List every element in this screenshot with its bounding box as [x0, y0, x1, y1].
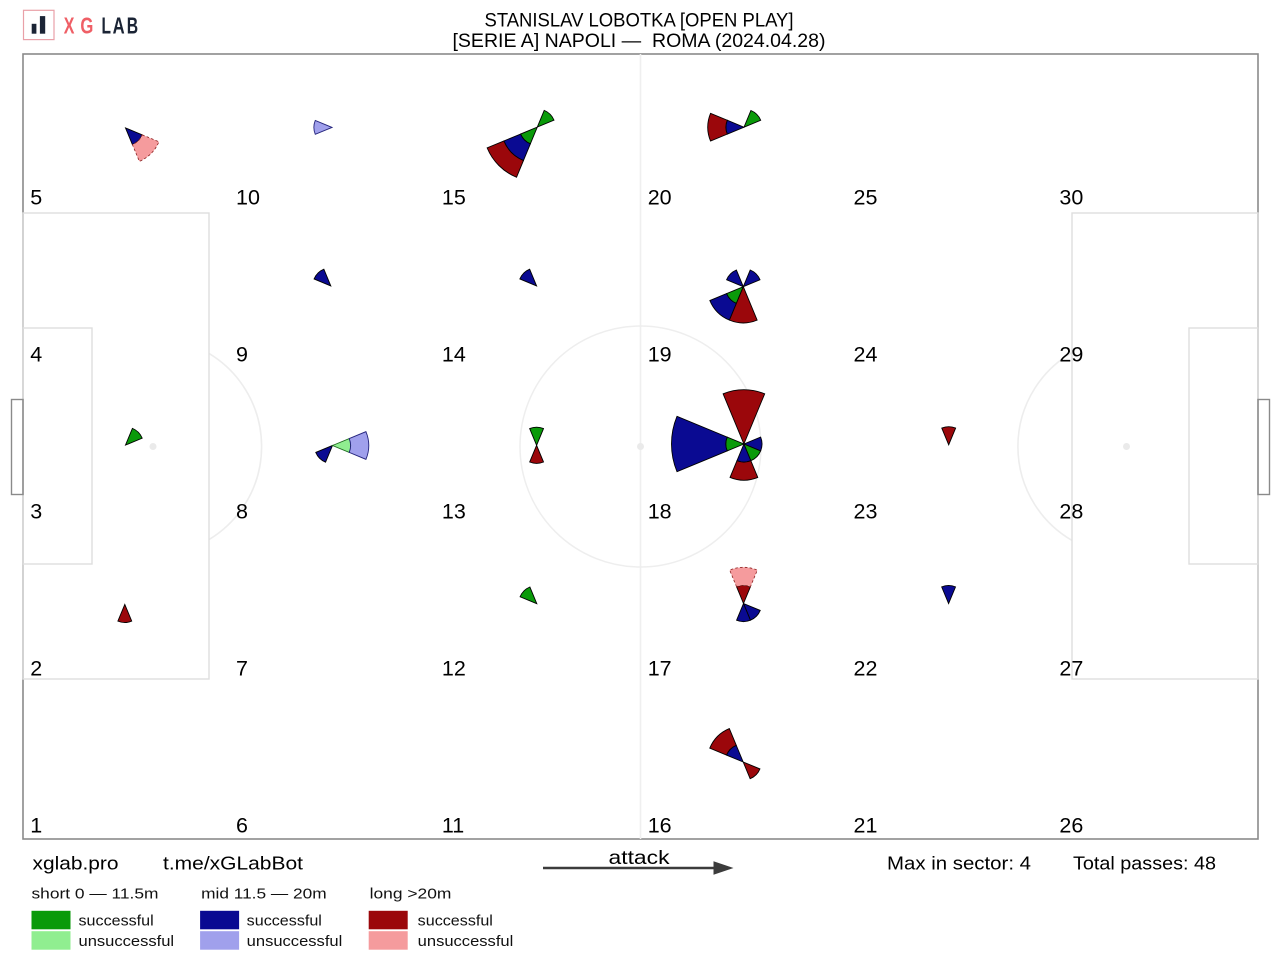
svg-text:3: 3 [30, 500, 42, 524]
svg-text:L: L [102, 14, 111, 40]
svg-text:attack: attack [609, 847, 670, 869]
svg-text:28: 28 [1059, 500, 1083, 524]
svg-text:[SERIE A] NAPOLI — ROMA (2024: [SERIE A] NAPOLI — ROMA (2024.04.28) [453, 31, 826, 52]
svg-text:26: 26 [1059, 814, 1083, 838]
svg-text:13: 13 [442, 500, 466, 524]
svg-text:Total passes: 48: Total passes: 48 [1073, 853, 1216, 874]
svg-text:29: 29 [1059, 343, 1083, 367]
svg-text:7: 7 [236, 657, 248, 681]
svg-text:10: 10 [236, 186, 260, 210]
svg-text:long >20m: long >20m [370, 886, 452, 903]
svg-text:successful: successful [418, 913, 493, 930]
svg-text:4: 4 [30, 343, 42, 367]
svg-text:5: 5 [30, 186, 42, 210]
svg-text:19: 19 [648, 343, 672, 367]
svg-text:2: 2 [30, 657, 42, 681]
svg-text:STANISLAV LOBOTKA [OPEN PLAY]: STANISLAV LOBOTKA [OPEN PLAY] [485, 10, 794, 31]
svg-text:25: 25 [854, 186, 878, 210]
svg-text:20: 20 [648, 186, 672, 210]
svg-text:17: 17 [648, 657, 672, 681]
svg-text:G: G [80, 14, 93, 39]
svg-text:9: 9 [236, 343, 248, 367]
svg-text:12: 12 [442, 657, 466, 681]
svg-text:11: 11 [442, 814, 464, 838]
svg-text:xglab.pro: xglab.pro [33, 853, 119, 874]
svg-text:14: 14 [442, 343, 466, 367]
svg-text:Max in sector: 4: Max in sector: 4 [887, 853, 1031, 874]
svg-text:successful: successful [247, 913, 322, 930]
svg-text:B: B [127, 14, 138, 40]
svg-text:unsuccessful: unsuccessful [247, 933, 343, 950]
svg-text:24: 24 [854, 343, 878, 367]
svg-text:16: 16 [648, 814, 672, 838]
svg-text:short 0 — 11.5m: short 0 — 11.5m [32, 886, 159, 903]
svg-text:18: 18 [648, 500, 672, 524]
svg-text:8: 8 [236, 500, 248, 524]
svg-text:22: 22 [854, 657, 878, 681]
svg-text:23: 23 [854, 500, 878, 524]
svg-text:successful: successful [79, 913, 154, 930]
svg-text:mid 11.5 — 20m: mid 11.5 — 20m [201, 886, 327, 903]
svg-text:30: 30 [1059, 186, 1083, 210]
svg-text:A: A [113, 14, 125, 39]
svg-text:15: 15 [442, 186, 466, 210]
svg-text:27: 27 [1059, 657, 1083, 681]
svg-text:unsuccessful: unsuccessful [418, 933, 514, 950]
svg-text:t.me/xGLabBot: t.me/xGLabBot [163, 853, 303, 874]
svg-text:1: 1 [30, 814, 42, 838]
svg-text:X: X [64, 14, 75, 40]
svg-text:21: 21 [854, 814, 878, 838]
svg-text:unsuccessful: unsuccessful [79, 933, 175, 950]
svg-text:6: 6 [236, 814, 248, 838]
